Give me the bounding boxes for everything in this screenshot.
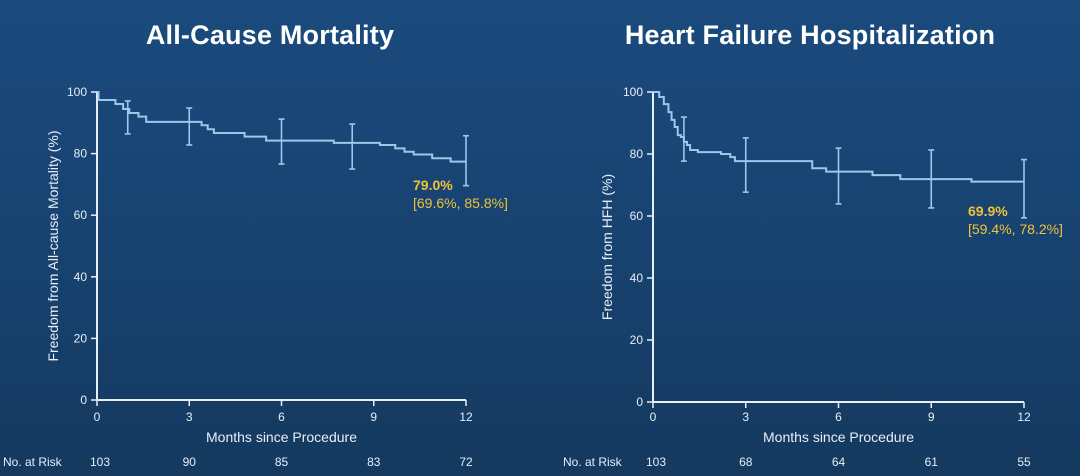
x-axis-label: Months since Procedure <box>763 429 914 445</box>
heart-failure-hospitalization-chart: 0 20 40 60 80 100 0 3 6 9 12 Months since Procedure… <box>563 85 1063 469</box>
x-tick-label: 6 <box>835 410 842 424</box>
x-tick-label: 0 <box>650 410 657 424</box>
risk-table-value: 103 <box>646 455 666 469</box>
x-tick-label: 12 <box>1017 410 1031 424</box>
survival-curve <box>653 91 1024 183</box>
risk-table-value: 72 <box>459 455 473 469</box>
risk-table-label: No. at Risk <box>563 455 623 469</box>
annotation-ci: [59.4%, 78.2%] <box>968 221 1063 237</box>
y-tick-label: 0 <box>80 393 87 407</box>
y-tick-label: 60 <box>74 208 88 222</box>
x-tick-label: 3 <box>742 410 749 424</box>
x-tick-label: 3 <box>186 410 193 424</box>
y-axis-label: Freedom from HFH (%) <box>599 174 615 320</box>
risk-table-label: No. at Risk <box>3 455 63 469</box>
y-tick-label: 100 <box>67 85 87 99</box>
y-tick-label: 100 <box>623 85 643 99</box>
y-tick-label: 60 <box>630 209 644 223</box>
risk-table-value: 61 <box>925 455 939 469</box>
x-tick-label: 9 <box>928 410 935 424</box>
chart-title: Heart Failure Hospitalization <box>624 20 996 50</box>
risk-table-value: 90 <box>183 455 197 469</box>
risk-table-value: 68 <box>739 455 753 469</box>
y-tick-label: 80 <box>74 147 88 161</box>
x-axis-label: Months since Procedure <box>206 429 357 445</box>
risk-table-value: 55 <box>1017 455 1031 469</box>
heart-failure-hospitalization-panel: Heart Failure Hospitalization 0 20 40 60 80 1… <box>540 0 1080 476</box>
y-axis-label: Freedom from All-cause Mortality (%) <box>45 130 61 361</box>
x-tick-label: 6 <box>278 410 285 424</box>
chart-title: All-Cause Mortality <box>145 20 395 50</box>
all-cause-mortality-chart: 0 20 40 60 80 100 0 3 6 9 12 Months since Procedure… <box>3 85 508 469</box>
x-tick-label: 12 <box>459 410 473 424</box>
annotation-estimate: 79.0% <box>413 177 453 193</box>
risk-table-value: 83 <box>367 455 381 469</box>
x-tick-label: 0 <box>94 410 101 424</box>
all-cause-mortality-panel: All-Cause Mortality 0 20 40 60 80 100 0 3 6 9 12 Mo… <box>3 20 508 469</box>
risk-table-value: 64 <box>832 455 846 469</box>
risk-table-value: 85 <box>275 455 289 469</box>
y-tick-label: 80 <box>630 147 644 161</box>
annotation-estimate: 69.9% <box>968 203 1008 219</box>
y-tick-label: 20 <box>630 333 644 347</box>
x-tick-label: 9 <box>370 410 377 424</box>
survival-curve <box>97 91 466 163</box>
risk-table-value: 103 <box>90 455 110 469</box>
y-tick-label: 0 <box>636 395 643 409</box>
y-tick-label: 40 <box>630 271 644 285</box>
y-tick-label: 40 <box>74 270 88 284</box>
annotation-ci: [69.6%, 85.8%] <box>413 195 508 211</box>
y-tick-label: 20 <box>74 331 88 345</box>
